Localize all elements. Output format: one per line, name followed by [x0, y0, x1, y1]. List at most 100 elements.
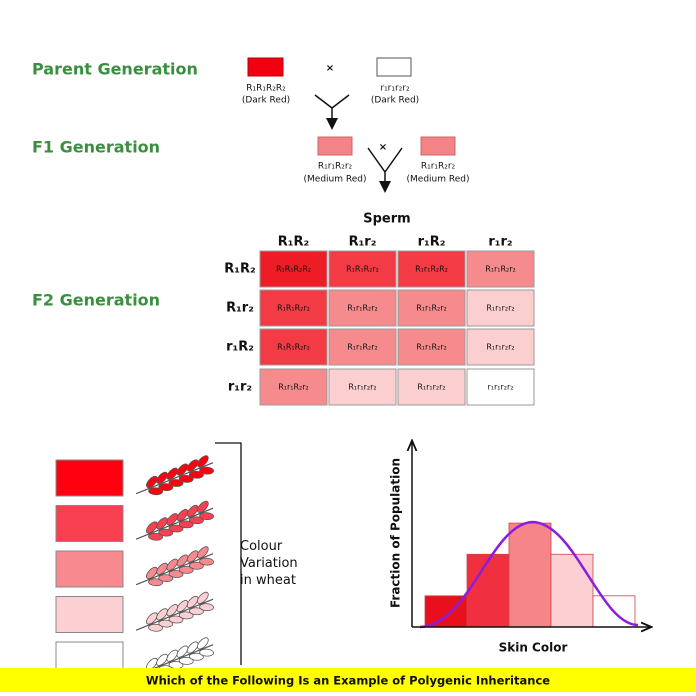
phenotype: (Dark Red) [371, 96, 419, 106]
grain [176, 509, 189, 522]
wheat-stem [135, 462, 214, 495]
column-header: r₁R₂ [418, 235, 446, 250]
grain [186, 459, 199, 472]
row-header: R₁r₂ [226, 301, 254, 316]
grain [156, 608, 168, 621]
histogram [424, 522, 636, 628]
caption-line: Variation [240, 556, 298, 571]
cell-genotype: R₁r₁r₂r₂ [486, 304, 514, 313]
grain [176, 463, 189, 476]
genotype: R₁R₁R₂R₂ [246, 84, 286, 94]
wheat-stem [135, 598, 214, 631]
grain [158, 528, 174, 537]
cell [397, 250, 466, 288]
grain [156, 562, 168, 575]
bar [550, 553, 594, 628]
wheat-ear [135, 591, 214, 632]
grain [197, 637, 209, 650]
grain [168, 524, 184, 533]
cell [259, 289, 328, 327]
bar [508, 522, 552, 628]
x-axis-label: Skin Color [499, 641, 568, 655]
cell-genotype: R₁r₁R₂r₂ [416, 304, 447, 313]
grain [197, 455, 209, 468]
grain [156, 653, 168, 666]
cross-sign: × [379, 142, 387, 153]
grain [197, 500, 209, 513]
banner-text: Which of the Following Is an Example of … [146, 674, 550, 688]
color-swatch [55, 459, 124, 497]
wheat-variation [55, 455, 214, 679]
grain [146, 612, 158, 625]
grain [186, 595, 199, 609]
grain [178, 520, 194, 529]
cell-genotype: R₁r₁r₂r₂ [417, 383, 445, 392]
wheat-caption: Colour Variation in wheat [240, 539, 298, 588]
grain [176, 554, 189, 567]
grain [189, 470, 204, 479]
generation-label: Parent Generation [32, 60, 198, 79]
grain [166, 513, 179, 526]
punnett-square: R₁R₂ R₁r₂ r₁R₂ r₁r₂ R₁R₂ R₁r₂ r₁R₂ r₁r₂ R₁R₁R₂R₂… [224, 235, 535, 406]
f1-swatch [317, 136, 353, 156]
cross-arrow [367, 147, 403, 190]
row-header: r₁r₂ [228, 380, 252, 395]
grain [189, 652, 204, 661]
cell-genotype: R₁r₁R₂r₂ [347, 304, 378, 313]
cell-genotype: R₁r₁R₂r₂ [485, 265, 516, 274]
cell [397, 368, 466, 406]
grain [166, 558, 179, 571]
grain [158, 619, 174, 628]
row-header: r₁R₂ [226, 340, 254, 355]
bar [466, 553, 510, 628]
wheat-stem [135, 553, 214, 586]
grain [186, 641, 199, 654]
grain [146, 566, 158, 580]
grain [148, 532, 163, 541]
grain [199, 603, 214, 612]
grain [158, 483, 174, 492]
grain [178, 656, 194, 665]
cell [397, 289, 466, 327]
genotype: R₁r₁R₂r₂ [421, 162, 456, 172]
grain [186, 550, 199, 563]
cell [259, 250, 328, 288]
cell-genotype: R₁R₁R₂R₂ [276, 265, 311, 274]
grain [178, 565, 194, 574]
cell-genotype: R₁R₁R₂r₂ [346, 265, 379, 274]
bracket [215, 442, 242, 665]
y-axis-label: Fraction of Population [389, 458, 403, 608]
grain [178, 474, 194, 483]
grain [176, 645, 189, 658]
grain [189, 607, 204, 616]
grain [197, 591, 209, 604]
wheat-stem [135, 507, 214, 540]
cell [328, 328, 397, 366]
grain [168, 615, 184, 624]
grain [156, 517, 168, 530]
parent-swatch [247, 57, 284, 77]
cross-arrow [314, 94, 350, 127]
phenotype: (Dark Red) [242, 96, 290, 106]
sperm-label: Sperm [363, 212, 410, 227]
grain [148, 487, 163, 496]
grain [199, 512, 214, 521]
wheat-ear [135, 546, 214, 587]
color-swatch [55, 550, 124, 588]
grain [178, 611, 194, 620]
cross-sign: × [326, 63, 334, 74]
cell-genotype: R₁r₁R₂r₂ [278, 383, 309, 392]
grain [158, 574, 174, 583]
wheat-ear [135, 500, 214, 541]
cell [466, 328, 535, 366]
grain [168, 479, 184, 487]
grain [166, 604, 179, 617]
wheat-ear [135, 455, 214, 496]
cell [328, 368, 397, 406]
cell-genotype: R₁r₁R₂r₂ [416, 343, 447, 352]
genotype: R₁r₁R₂r₂ [318, 162, 353, 172]
generation-label: F2 Generation [32, 291, 160, 310]
grain [189, 516, 204, 525]
grain [148, 623, 163, 632]
cell [259, 328, 328, 366]
